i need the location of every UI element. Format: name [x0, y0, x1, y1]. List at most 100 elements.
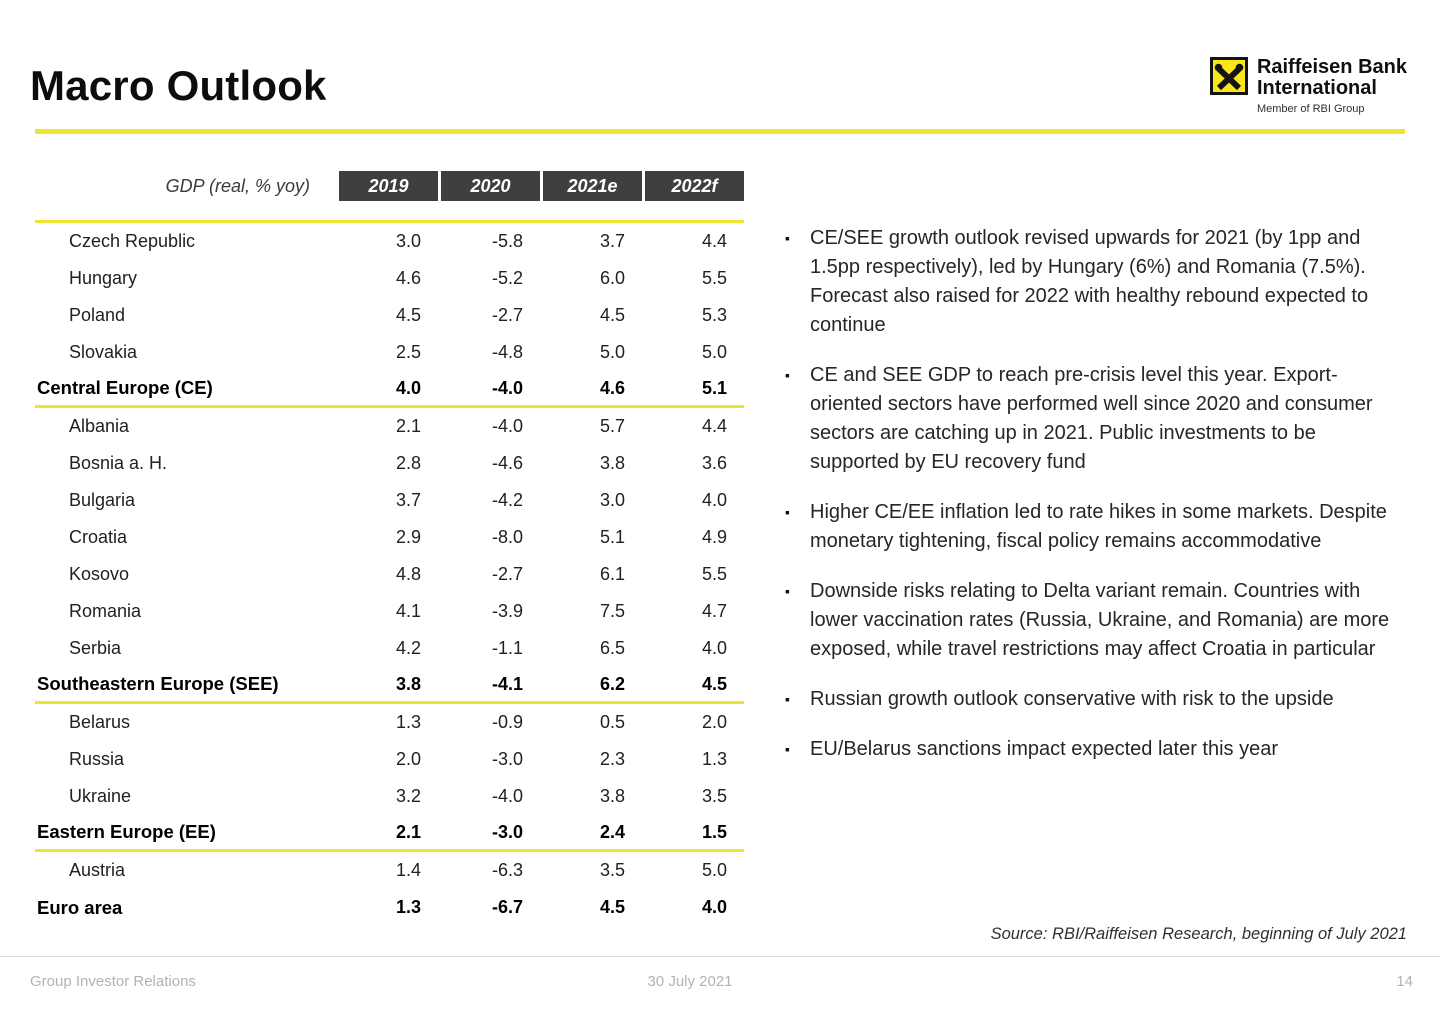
cell-value: 3.7 — [395, 490, 421, 510]
table-row: Bulgaria 3.7 -4.2 3.0 4.0 — [35, 482, 744, 519]
table-row: Ukraine 3.2 -4.0 3.8 3.5 — [35, 778, 744, 815]
cell-value: 4.6 — [599, 377, 625, 398]
table-body: Czech Republic 3.0 -5.8 3.7 4.4 Hungary 4.6 -5.… — [35, 220, 744, 926]
cell-value: 5.5 — [701, 268, 727, 288]
cell-value: 2.0 — [701, 712, 727, 732]
row-label: Slovakia — [69, 342, 138, 362]
bullet-marker-icon: ▪ — [785, 367, 790, 383]
cell-value: -4.2 — [491, 490, 523, 510]
row-label: Kosovo — [69, 564, 130, 584]
cell-value: 5.0 — [701, 860, 727, 880]
cell-value: 2.9 — [395, 527, 421, 547]
cell-value: 2.1 — [395, 416, 421, 436]
bullet-marker-icon: ▪ — [785, 504, 790, 520]
cell-value: -4.6 — [491, 453, 523, 473]
cell-value: 3.6 — [701, 453, 727, 473]
logo-name-line2: International — [1256, 77, 1377, 99]
gdp-table: GDP (real, % yoy) 2019 2020 2021e 2022f Cze… — [35, 171, 744, 926]
table-row: Hungary 4.6 -5.2 6.0 5.5 — [35, 260, 744, 297]
bullet-text: Downside risks relating to Delta variant… — [810, 580, 1390, 660]
company-logo: Raiffeisen Bank International Member of … — [1209, 56, 1407, 116]
cell-value: -4.1 — [491, 673, 523, 694]
cell-value: 3.0 — [599, 490, 625, 510]
table-row: Euro area 1.3 -6.7 4.5 4.0 — [35, 889, 744, 926]
cell-value: -4.0 — [491, 786, 523, 806]
footer-page-number: 14 — [1396, 973, 1413, 990]
cell-value: 2.3 — [599, 749, 625, 769]
bullet-item: ▪ CE and SEE GDP to reach pre-crisis leve… — [785, 361, 1410, 477]
bullet-item: ▪ Russian growth outlook conservative wit… — [785, 685, 1410, 714]
row-label: Eastern Europe (EE) — [37, 821, 216, 842]
cell-value: 4.6 — [395, 268, 421, 288]
row-label: Poland — [69, 305, 126, 325]
bullet-list: ▪ CE/SEE growth outlook revised upwards f… — [785, 224, 1410, 764]
cell-value: 1.5 — [701, 821, 727, 842]
table-row: Slovakia 2.5 -4.8 5.0 5.0 — [35, 334, 744, 371]
cell-value: 3.8 — [599, 453, 625, 473]
cell-value: 4.9 — [701, 527, 727, 547]
logo-text: Raiffeisen Bank International Member of … — [1256, 56, 1407, 116]
table-row: Czech Republic 3.0 -5.8 3.7 4.4 — [35, 223, 744, 260]
cell-value: -5.8 — [491, 231, 523, 251]
column-header: 2022f — [645, 171, 744, 201]
bullet-marker-icon: ▪ — [785, 230, 790, 246]
table-row: Albania 2.1 -4.0 5.7 4.4 — [35, 408, 744, 445]
cell-value: 1.3 — [395, 897, 421, 917]
cell-value: -5.2 — [491, 268, 523, 288]
cell-value: 3.8 — [395, 673, 421, 694]
cell-value: 4.4 — [701, 231, 727, 251]
cell-value: 2.5 — [395, 342, 421, 362]
raiffeisen-gable-cross-icon — [1209, 57, 1248, 95]
bullet-text: Higher CE/EE inflation led to rate hikes… — [810, 501, 1387, 552]
row-label: Ukraine — [69, 786, 132, 806]
cell-value: 4.5 — [599, 305, 625, 325]
cell-value: 7.5 — [599, 601, 625, 621]
table-unit-label: GDP (real, % yoy) — [165, 175, 310, 196]
cell-value: 5.3 — [701, 305, 727, 325]
table-row: Kosovo 4.8 -2.7 6.1 5.5 — [35, 556, 744, 593]
cell-value: -3.0 — [491, 821, 523, 842]
row-label: Belarus — [69, 712, 131, 732]
cell-value: 4.4 — [701, 416, 727, 436]
table-row: Austria 1.4 -6.3 3.5 5.0 — [35, 852, 744, 889]
cell-value: -0.9 — [491, 712, 523, 732]
logo-member-text: Member of RBI Group — [1256, 103, 1365, 115]
cell-value: 4.5 — [395, 305, 421, 325]
cell-value: 4.0 — [701, 897, 727, 917]
row-label: Croatia — [69, 527, 128, 547]
cell-value: 4.1 — [395, 601, 421, 621]
row-label: Serbia — [69, 638, 122, 658]
cell-value: 3.2 — [395, 786, 421, 806]
cell-value: 4.2 — [395, 638, 421, 658]
cell-value: 6.5 — [599, 638, 625, 658]
cell-value: 1.3 — [701, 749, 727, 769]
cell-value: 1.4 — [395, 860, 421, 880]
table-row: Southeastern Europe (SEE) 3.8 -4.1 6.2 4.5 — [35, 667, 744, 704]
row-label: Romania — [69, 601, 142, 621]
cell-value: -3.9 — [491, 601, 523, 621]
cell-value: -1.1 — [491, 638, 523, 658]
cell-value: -6.7 — [491, 897, 523, 917]
table-row: Central Europe (CE) 4.0 -4.0 4.6 5.1 — [35, 371, 744, 408]
cell-value: -8.0 — [491, 527, 523, 547]
footer-divider — [0, 956, 1440, 957]
logo-name-line1: Raiffeisen Bank — [1256, 56, 1407, 78]
table-row: Belarus 1.3 -0.9 0.5 2.0 — [35, 704, 744, 741]
cell-value: 5.7 — [599, 416, 625, 436]
row-label: Czech Republic — [69, 231, 196, 251]
row-label: Albania — [69, 416, 130, 436]
row-label: Southeastern Europe (SEE) — [37, 673, 279, 694]
row-label: Austria — [69, 860, 126, 880]
cell-value: 4.8 — [395, 564, 421, 584]
table-row: Romania 4.1 -3.9 7.5 4.7 — [35, 593, 744, 630]
cell-value: 5.5 — [701, 564, 727, 584]
cell-value: 5.0 — [701, 342, 727, 362]
bullet-marker-icon: ▪ — [785, 691, 790, 707]
footer-date: 30 July 2021 — [647, 973, 733, 990]
cell-value: 2.8 — [395, 453, 421, 473]
title-divider — [35, 129, 1405, 134]
bullet-text: Russian growth outlook conservative with… — [810, 688, 1334, 710]
cell-value: -3.0 — [491, 749, 523, 769]
row-label: Central Europe (CE) — [37, 377, 213, 398]
cell-value: -2.7 — [491, 564, 523, 584]
